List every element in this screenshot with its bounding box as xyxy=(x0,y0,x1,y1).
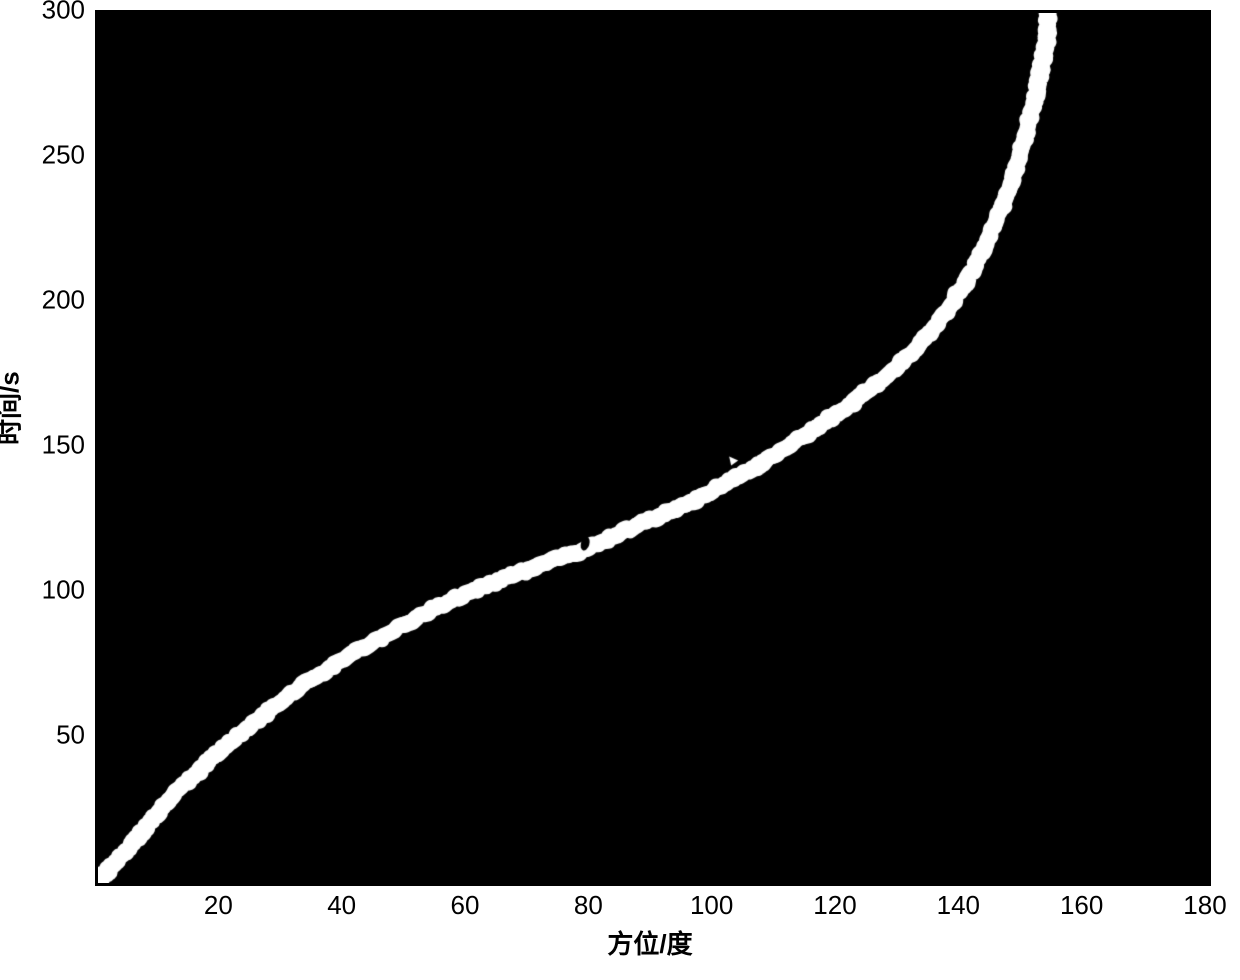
x-tick-label: 80 xyxy=(574,890,603,921)
y-tick-label: 300 xyxy=(42,0,85,26)
x-tick-label: 160 xyxy=(1060,890,1103,921)
x-tick-label: 120 xyxy=(813,890,856,921)
y-tick-label: 150 xyxy=(42,430,85,461)
chart-container: 时间/s 方位/度 20 40 60 80 100 120 140 160 180 50 100 1… xyxy=(0,0,1240,980)
x-tick-label: 60 xyxy=(451,890,480,921)
x-tick-label: 180 xyxy=(1183,890,1226,921)
y-tick-label: 100 xyxy=(42,575,85,606)
x-tick-label: 20 xyxy=(204,890,233,921)
x-axis-label: 方位/度 xyxy=(607,924,692,961)
y-tick-label: 50 xyxy=(56,720,85,751)
y-tick-label: 200 xyxy=(42,285,85,316)
plot-area xyxy=(95,10,1211,886)
y-tick-label: 250 xyxy=(42,140,85,171)
x-tick-label: 100 xyxy=(690,890,733,921)
trace-canvas xyxy=(98,13,1208,883)
y-axis-label: 时间/s xyxy=(0,371,27,445)
x-tick-label: 140 xyxy=(937,890,980,921)
x-tick-label: 40 xyxy=(327,890,356,921)
